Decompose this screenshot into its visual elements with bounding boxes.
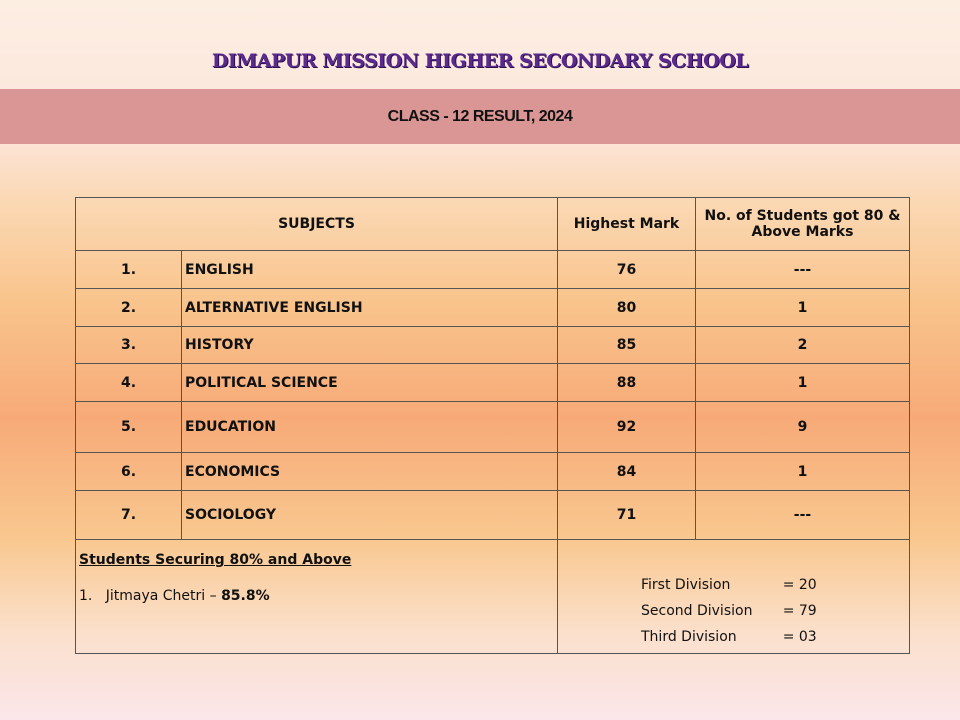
row-number: 4. xyxy=(75,363,182,402)
topper-score: 85.8% xyxy=(221,588,270,604)
row-number: 1. xyxy=(75,250,182,289)
student-count: 1 xyxy=(695,452,910,491)
row-number: 7. xyxy=(75,490,182,540)
student-count: 2 xyxy=(695,326,910,364)
highest-mark: 85 xyxy=(557,326,696,364)
table-row: 2. ALTERNATIVE ENGLISH 80 1 xyxy=(75,288,910,327)
table-row: 7. SOCIOLOGY 71 --- xyxy=(75,490,910,540)
table-header-row: SUBJECTS Highest Mark No. of Students go… xyxy=(75,197,910,251)
header-highest-mark: Highest Mark xyxy=(557,197,696,251)
student-count: 9 xyxy=(695,401,910,453)
header-subjects: SUBJECTS xyxy=(75,197,558,251)
row-number: 2. xyxy=(75,288,182,327)
table-row: 1. ENGLISH 76 --- xyxy=(75,250,910,289)
student-count: 1 xyxy=(695,363,910,402)
result-banner: CLASS - 12 RESULT, 2024 xyxy=(0,89,960,144)
row-number: 3. xyxy=(75,326,182,364)
table-row: 4. POLITICAL SCIENCE 88 1 xyxy=(75,363,910,402)
topper-separator: – xyxy=(209,588,217,604)
subject-name: ENGLISH xyxy=(181,250,558,289)
highest-mark: 88 xyxy=(557,363,696,402)
division-label: Second Division xyxy=(641,603,753,619)
divisions-cell: First Division = 20 Second Division = 79 T… xyxy=(557,539,910,654)
subject-name: ECONOMICS xyxy=(181,452,558,491)
result-subtitle: CLASS - 12 RESULT, 2024 xyxy=(387,107,573,125)
toppers-heading: Students Securing 80% and Above xyxy=(79,552,352,568)
division-label: First Division xyxy=(641,577,731,593)
highest-mark: 71 xyxy=(557,490,696,540)
subject-name: ALTERNATIVE ENGLISH xyxy=(181,288,558,327)
topper-item: 1. Jitmaya Chetri – 85.8% xyxy=(79,588,554,604)
highest-mark: 80 xyxy=(557,288,696,327)
school-title: DIMAPUR MISSION HIGHER SECONDARY SCHOOL xyxy=(211,50,749,72)
student-count: --- xyxy=(695,490,910,540)
table-row: 6. ECONOMICS 84 1 xyxy=(75,452,910,491)
subject-name: POLITICAL SCIENCE xyxy=(181,363,558,402)
topper-name: Jitmaya Chetri xyxy=(105,588,206,604)
table-row: 5. EDUCATION 92 9 xyxy=(75,401,910,453)
subject-name: SOCIOLOGY xyxy=(181,490,558,540)
subject-name: HISTORY xyxy=(181,326,558,364)
header-student-count: No. of Students got 80 & Above Marks xyxy=(695,197,910,251)
division-label: Third Division xyxy=(641,629,737,645)
table-row: 3. HISTORY 85 2 xyxy=(75,326,910,364)
results-table: SUBJECTS Highest Mark No. of Students go… xyxy=(75,197,910,654)
highest-mark: 84 xyxy=(557,452,696,491)
toppers-cell: Students Securing 80% and Above 1. Jitma… xyxy=(75,539,558,654)
row-number: 5. xyxy=(75,401,182,453)
highest-mark: 76 xyxy=(557,250,696,289)
division-value: = 79 xyxy=(782,603,817,619)
division-value: = 20 xyxy=(782,577,817,593)
subject-name: EDUCATION xyxy=(181,401,558,453)
topper-number: 1. xyxy=(79,588,93,604)
highest-mark: 92 xyxy=(557,401,696,453)
division-value: = 03 xyxy=(782,629,817,645)
student-count: 1 xyxy=(695,288,910,327)
student-count: --- xyxy=(695,250,910,289)
summary-row: Students Securing 80% and Above 1. Jitma… xyxy=(75,539,910,654)
row-number: 6. xyxy=(75,452,182,491)
